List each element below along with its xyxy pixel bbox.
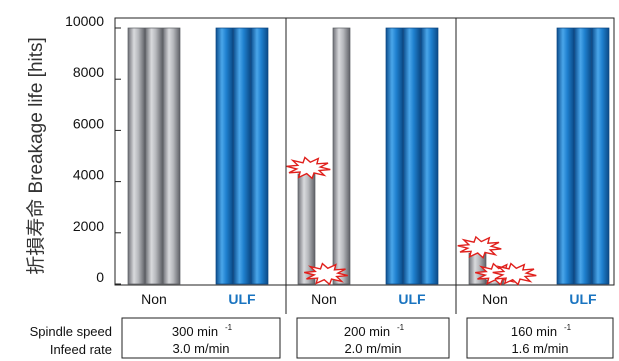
bar-ulf [385, 27, 404, 285]
category-label-non: Non [141, 291, 167, 307]
condition-box [466, 317, 614, 359]
category-label-ulf: ULF [398, 291, 426, 307]
spindle-speed-unit-exponent: -1 [564, 323, 572, 332]
breakage-mark [286, 156, 331, 180]
breakage-mark [457, 235, 502, 259]
spindle-speed-value: 160 min [511, 324, 557, 339]
y-tick-label: 4000 [73, 167, 104, 183]
infeed-rate-value: 2.0 m/min [344, 341, 401, 356]
y-tick-label: 2000 [73, 218, 104, 234]
spindle-speed-value: 200 min [344, 324, 390, 339]
bar-non [127, 27, 146, 285]
spindle-speed-unit-exponent: -1 [225, 323, 233, 332]
infeed-rate-value: 1.6 m/min [511, 341, 568, 356]
spindle-speed-value: 300 min [172, 324, 218, 339]
bar-ulf [215, 27, 234, 285]
bar-ulf [233, 27, 251, 285]
category-label-ulf: ULF [569, 291, 597, 307]
category-label-ulf: ULF [228, 291, 256, 307]
bar-ulf [556, 27, 575, 285]
bar-non [162, 27, 181, 285]
plot-frame [114, 17, 615, 286]
infeed-rate-value: 3.0 m/min [172, 341, 229, 356]
y-tick-label: 8000 [73, 64, 104, 80]
y-tick-label: 0 [96, 269, 104, 285]
breakage-mark [492, 262, 537, 286]
category-label-non: Non [311, 291, 337, 307]
bar-non [145, 27, 163, 285]
condition-box [121, 317, 281, 359]
spindle-speed-label: Spindle speed [30, 324, 112, 339]
y-axis-label: 折損寿命 Breakage life [hits] [25, 37, 47, 275]
bar-ulf [250, 27, 269, 285]
bar-ulf [420, 27, 439, 285]
bar-non [332, 27, 351, 285]
breakage-mark [304, 262, 348, 286]
bar-ulf [574, 27, 592, 285]
condition-box [296, 317, 450, 359]
infeed-rate-label: Infeed rate [50, 342, 112, 357]
y-tick-label: 6000 [73, 115, 104, 131]
category-label-non: Non [482, 291, 508, 307]
bar-ulf [591, 27, 610, 285]
y-tick-label: 10000 [65, 13, 104, 29]
spindle-speed-unit-exponent: -1 [397, 323, 405, 332]
bar-ulf [403, 27, 421, 285]
